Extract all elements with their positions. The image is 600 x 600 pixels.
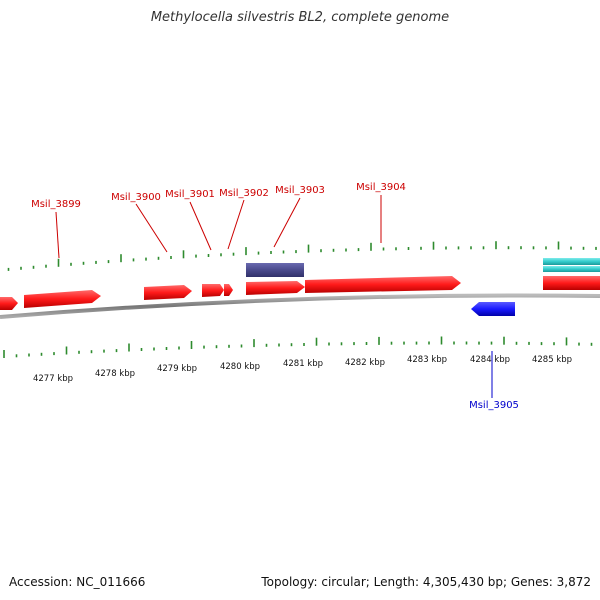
scale-label: 4282 kbp (345, 358, 385, 368)
top-tick-track (7, 241, 597, 271)
gene-label[interactable]: Msil_3902 (219, 188, 269, 199)
forward-gene-arrow[interactable] (202, 284, 224, 297)
scale-label: 4279 kbp (157, 364, 197, 374)
accession-text: Accession: NC_011666 (9, 575, 146, 589)
scale-label: 4284 kbp (470, 355, 510, 365)
forward-gene-arrow[interactable] (224, 284, 233, 296)
scale-label: 4281 kbp (283, 359, 323, 369)
gene-label[interactable]: Msil_3904 (356, 182, 406, 193)
reverse-gene-arrow[interactable] (471, 302, 515, 316)
map-title: Methylocella silvestris BL2, complete ge… (150, 10, 450, 25)
forward-gene-arrow[interactable] (144, 285, 192, 300)
feature-track (0, 258, 600, 316)
forward-gene-arrow[interactable] (24, 290, 101, 308)
other-feature-block[interactable] (543, 266, 600, 272)
genome-summary-text: Topology: circular; Length: 4,305,430 bp… (261, 575, 591, 589)
forward-gene-arrow[interactable] (0, 297, 18, 310)
scale-labels: 4277 kbp 4278 kbp 4279 kbp 4280 kbp 4281… (33, 355, 572, 384)
bottom-tick-track (3, 336, 593, 358)
label-leaders (55, 195, 493, 398)
gene-label[interactable]: Msil_3905 (469, 400, 519, 411)
gene-label[interactable]: Msil_3901 (165, 189, 215, 200)
forward-gene-arrow[interactable] (246, 281, 305, 295)
forward-gene-arrow[interactable] (305, 276, 461, 293)
genome-backbone (0, 293, 600, 319)
scale-label: 4277 kbp (33, 374, 73, 384)
forward-gene-block[interactable] (543, 276, 600, 290)
scale-label: 4278 kbp (95, 369, 135, 379)
gene-label[interactable]: Msil_3899 (31, 199, 81, 210)
gene-label[interactable]: Msil_3900 (111, 192, 161, 203)
rna-feature-block[interactable] (246, 263, 304, 277)
gene-label[interactable]: Msil_3903 (275, 185, 325, 196)
scale-label: 4285 kbp (532, 355, 572, 365)
other-feature-block[interactable] (543, 258, 600, 265)
scale-label: 4283 kbp (407, 355, 447, 365)
scale-label: 4280 kbp (220, 362, 260, 372)
gene-labels: Msil_3899 Msil_3900 Msil_3901 Msil_3902 … (31, 182, 519, 411)
